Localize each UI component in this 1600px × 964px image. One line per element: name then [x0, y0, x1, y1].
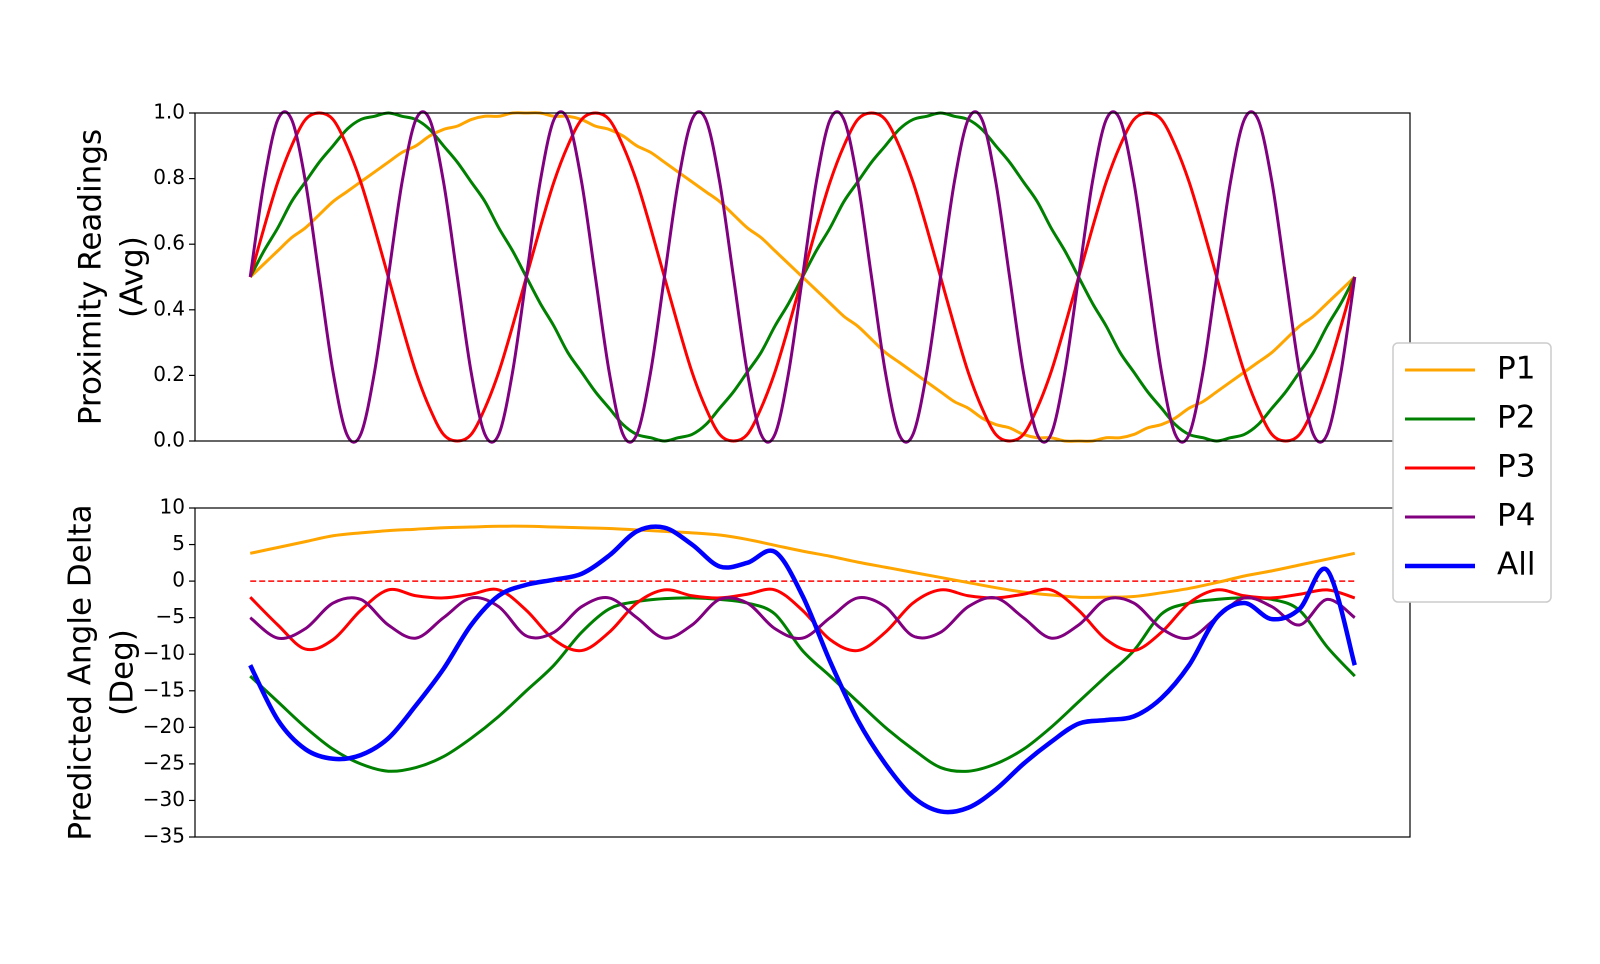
- y-tick-label: −30: [143, 787, 185, 811]
- legend-label: P3: [1497, 449, 1535, 485]
- y-tick-label: −35: [143, 824, 185, 848]
- y-tick-label: 10: [160, 495, 185, 519]
- y-tick-label: 1.0: [153, 100, 185, 124]
- y-axis-label: Proximity Readings: [73, 129, 109, 425]
- legend-label: All: [1497, 547, 1535, 583]
- series-line: [249, 596, 1356, 640]
- series-line: [248, 110, 1357, 444]
- legend-label: P4: [1497, 498, 1535, 534]
- y-tick-label: 0.6: [153, 231, 185, 255]
- series-line: [249, 524, 1356, 599]
- series-line: [249, 587, 1356, 653]
- series-line: [249, 596, 1356, 773]
- plot-area: [248, 524, 1357, 815]
- legend-box: [1392, 342, 1552, 603]
- plot-area: [248, 110, 1357, 444]
- y-tick-label: 0.0: [153, 428, 185, 452]
- y-tick-label: −25: [143, 750, 185, 774]
- axes-frame: [194, 507, 1411, 838]
- y-axis-label: (Avg): [115, 236, 151, 318]
- y-tick-label: −15: [143, 677, 185, 701]
- y-tick-label: 0.2: [153, 362, 185, 386]
- y-tick-label: −5: [156, 604, 185, 628]
- y-tick-label: 0: [172, 568, 185, 592]
- y-axis-label: Predicted Angle Delta: [63, 504, 99, 840]
- y-tick-label: 0.8: [153, 165, 185, 189]
- legend-label: P2: [1497, 400, 1535, 436]
- y-tick-label: −20: [143, 714, 185, 738]
- legend-label: P1: [1497, 351, 1535, 387]
- y-tick-label: −10: [143, 641, 185, 665]
- y-axis-label: (Deg): [105, 629, 141, 716]
- y-tick-label: 5: [172, 531, 185, 555]
- series-line: [248, 524, 1357, 815]
- y-tick-label: 0.4: [153, 296, 185, 320]
- axes-frame: [194, 112, 1411, 442]
